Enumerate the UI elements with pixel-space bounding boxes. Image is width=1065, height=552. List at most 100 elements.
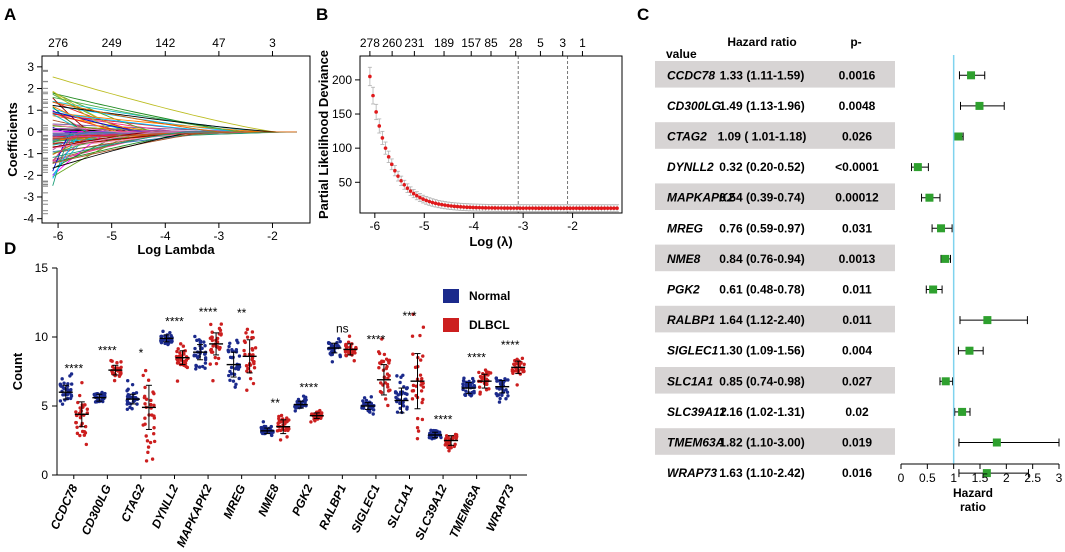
data-point (444, 434, 449, 438)
coefficient-paths (52, 76, 297, 186)
data-point (251, 381, 256, 386)
hazard-ratio-text: 1.64 (1.12-2.40) (719, 313, 804, 327)
deviance-point (430, 200, 435, 205)
significance-label: **** (165, 314, 184, 328)
data-point (261, 420, 266, 424)
deviance-point (546, 206, 551, 211)
deviance-point (580, 206, 585, 211)
deviance-point (424, 198, 429, 203)
deviance-point (505, 206, 510, 210)
category-label: DYNLL2 (149, 482, 182, 531)
data-point (294, 405, 298, 409)
data-point (500, 393, 504, 398)
p-value-text: 0.0016 (839, 68, 876, 82)
data-point (152, 414, 156, 418)
deviance-point (402, 182, 407, 187)
deviance-point (474, 205, 479, 210)
data-point (309, 420, 313, 424)
panel-a-lasso-coefficient-paths: -6 -5 -4 -3 -2 -4 -3 -2 -1 0 1 2 3 276 249 142 47 3 Log La… (5, 36, 311, 257)
data-point (286, 427, 291, 431)
data-point (149, 398, 153, 403)
significance-label: **** (98, 343, 117, 357)
hazard-ratio-text: 0.84 (0.76-0.94) (719, 252, 804, 266)
deviance-point (593, 206, 597, 211)
deviance-point (371, 93, 375, 98)
x-tick-label: -3 (518, 219, 529, 233)
points-normal (494, 376, 510, 404)
data-point (152, 403, 156, 408)
deviance-point (590, 206, 594, 211)
data-point (270, 433, 274, 438)
data-point (487, 387, 491, 391)
data-point (419, 358, 423, 362)
gene-label: DYNLL2 (667, 160, 714, 174)
data-point (178, 351, 182, 355)
data-point (421, 354, 425, 358)
data-point (214, 361, 219, 366)
data-point (484, 377, 488, 382)
deviance-point (502, 206, 507, 210)
data-point (115, 361, 119, 365)
y-tick-label: 2 (27, 82, 34, 96)
data-point (344, 353, 348, 358)
significance-label: *** (402, 309, 416, 323)
x-tick-label: -2 (267, 229, 278, 243)
data-point (193, 334, 197, 339)
hazard-ratio-marker (929, 285, 938, 294)
data-point (383, 397, 388, 401)
gene-label: NME8 (667, 252, 701, 266)
data-point (218, 345, 222, 350)
coefficient-path (52, 131, 297, 169)
data-point (506, 394, 510, 398)
data-point (410, 397, 415, 401)
data-point (159, 338, 163, 343)
coefficient-path (52, 131, 288, 142)
data-point (237, 354, 242, 358)
coefficient-path (52, 97, 297, 133)
data-point (403, 391, 407, 396)
deviance-point (518, 206, 522, 210)
data-point (216, 356, 221, 361)
gene-label: SLC39A12 (667, 405, 727, 419)
category-label: PGK2 (289, 482, 316, 518)
data-point (410, 389, 415, 393)
data-point (498, 382, 503, 386)
data-point (303, 400, 307, 404)
y-tick-label: -3 (23, 190, 34, 204)
data-point (252, 366, 257, 370)
data-point (150, 457, 155, 461)
hazard-ratio-marker (941, 377, 950, 386)
data-point (82, 433, 87, 437)
data-point (504, 388, 508, 392)
data-point (344, 344, 348, 348)
data-point (69, 393, 74, 397)
header-hazard-ratio: Hazard ratio (727, 35, 796, 49)
hazard-ratio-marker (925, 193, 934, 202)
data-point (83, 403, 87, 407)
data-point (361, 406, 366, 410)
data-point (347, 334, 352, 338)
deviance-point (530, 206, 535, 210)
hazard-ratio-marker (992, 438, 1001, 447)
data-point (520, 356, 525, 361)
y-tick-label: 200 (332, 73, 352, 87)
data-point (472, 383, 477, 388)
data-point (401, 404, 406, 408)
data-point (454, 433, 459, 437)
deviance-point (571, 206, 576, 211)
deviance-point (543, 206, 547, 211)
significance-label: ** (271, 396, 281, 410)
row-shade (655, 183, 895, 210)
gene-label: CD300LG (667, 99, 721, 113)
data-point (143, 422, 147, 426)
data-point (242, 339, 247, 343)
coefficient-path (52, 104, 297, 133)
coefficient-path (52, 96, 297, 133)
data-point (103, 391, 107, 396)
data-point (352, 359, 356, 363)
data-point (65, 393, 70, 397)
legend-swatch (443, 289, 459, 303)
data-point (130, 407, 134, 411)
top-tick-label: 3 (269, 36, 276, 50)
data-point (279, 413, 284, 418)
